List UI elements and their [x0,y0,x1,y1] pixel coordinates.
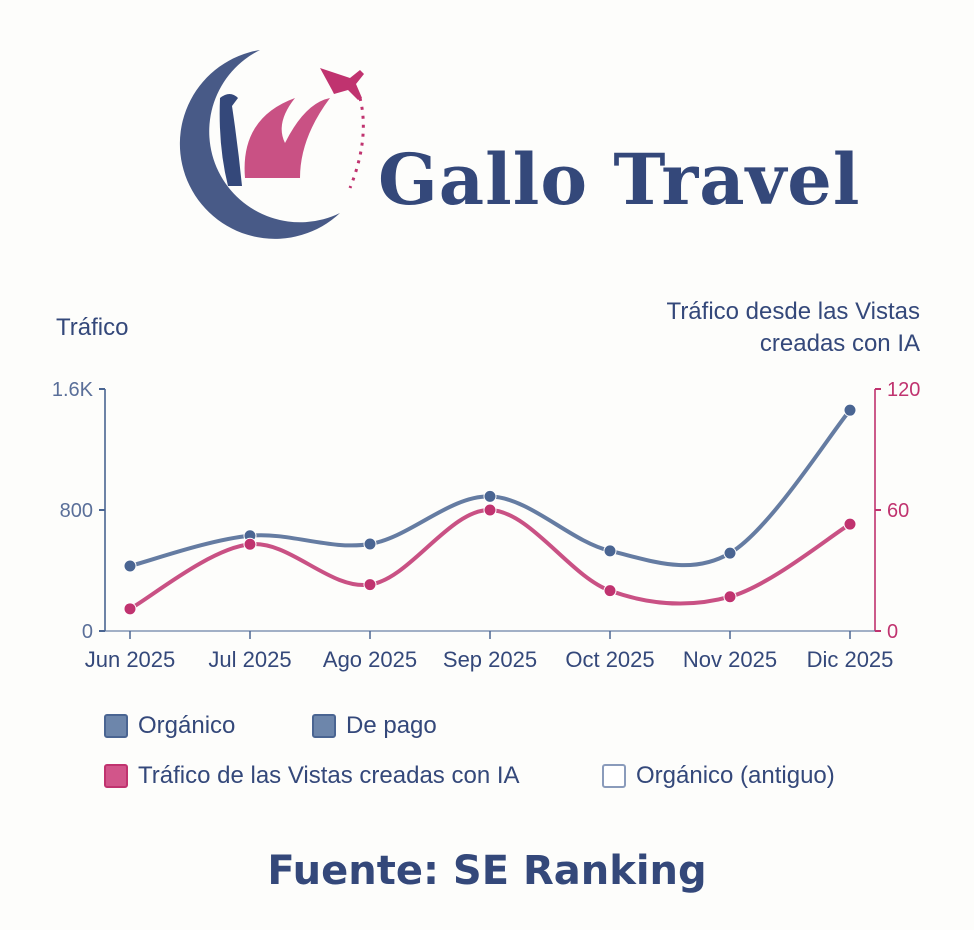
x-tick-label: Jun 2025 [85,647,176,672]
organic-line [128,408,852,568]
ai-traffic-line [128,507,852,611]
legend-item-organic-old[interactable]: Orgánico (antiguo) [602,762,835,790]
legend-item-organic[interactable]: Orgánico [104,712,235,740]
legend-item-ai[interactable]: Tráfico de las Vistas creadas con IA [104,762,520,790]
legend-label: De pago [346,712,437,739]
organic-point [723,546,737,560]
x-tick-label: Ago 2025 [323,647,417,672]
organic-point [603,544,617,558]
legend-label: Orgánico [138,712,236,739]
legend-item-paid[interactable]: De pago [312,712,437,740]
legend-label: Tráfico de las Vistas creadas con IA [138,762,520,789]
legend-swatch [602,764,626,788]
line-chart: 0 800 1.6K 0 60 120 Jun 2025 Jul 2025 Ago 2025 Se… [52,379,921,672]
ai-traffic-point [243,537,257,551]
logo-emblem [179,50,365,239]
legend-swatch [104,764,128,788]
right-tick-label: 120 [887,379,920,401]
left-tick-label: 0 [82,621,93,643]
left-axis-label: Tráfico [56,314,129,341]
left-tick-label: 800 [60,500,93,522]
right-tick-label: 60 [887,500,909,522]
x-tick-label: Nov 2025 [683,647,777,672]
ai-traffic-point [363,578,377,592]
right-axis-label: Tráfico desde las Vistas creadas con IA [666,298,920,357]
ai-traffic-point [603,584,617,598]
organic-point [483,489,497,503]
ai-traffic-point [843,517,857,531]
right-tick-label: 0 [887,621,898,643]
legend-swatch [312,714,336,738]
x-tick-label: Sep 2025 [443,647,537,672]
ai-traffic-point [723,590,737,604]
organic-point [843,403,857,417]
ai-traffic-point [123,602,137,616]
x-tick-label: Oct 2025 [565,647,654,672]
ai-traffic-point [483,503,497,517]
organic-point [363,537,377,551]
organic-point [123,559,137,573]
brand-name: Gallo Travel [378,138,861,221]
source-credit: Fuente: SE Ranking [267,848,707,894]
legend-swatch [104,714,128,738]
left-tick-label: 1.6K [52,379,94,401]
legend-label: Orgánico (antiguo) [636,762,835,789]
x-tick-label: Jul 2025 [208,647,291,672]
x-tick-label: Dic 2025 [807,647,894,672]
